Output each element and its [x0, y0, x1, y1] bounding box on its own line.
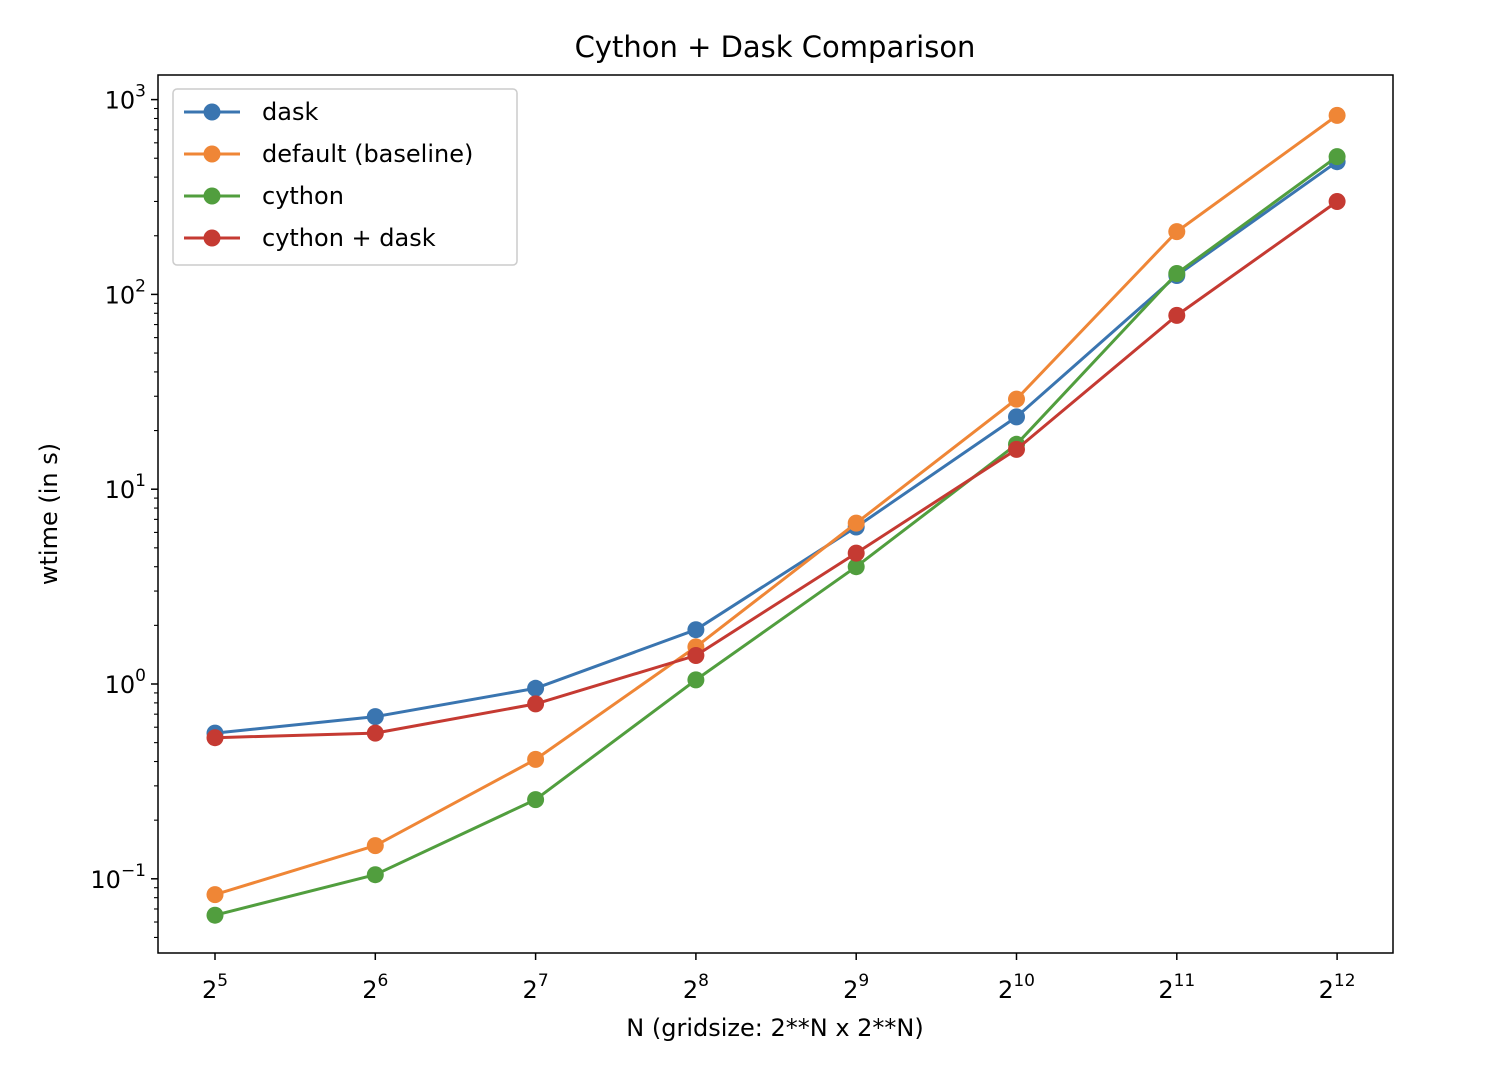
data-point	[1328, 148, 1346, 166]
series-line	[214, 114, 1338, 897]
legend-box	[172, 88, 518, 266]
series-line	[214, 155, 1338, 917]
data-point	[687, 621, 705, 639]
legend-marker	[203, 187, 221, 205]
data-point	[366, 866, 384, 884]
legend-label: default (baseline)	[262, 140, 473, 168]
y-tick-label: 101	[105, 471, 146, 504]
x-tick-label: 25	[202, 971, 228, 1004]
data-point	[527, 695, 545, 713]
series-line	[214, 160, 1338, 735]
y-tick-label: 103	[105, 82, 146, 115]
data-point	[366, 708, 384, 726]
x-tick-label: 212	[1319, 971, 1356, 1004]
series-line	[214, 200, 1338, 740]
data-point	[527, 750, 545, 768]
data-point	[1008, 440, 1025, 458]
legend-label: cython + dask	[262, 224, 436, 252]
legend-marker	[203, 229, 221, 247]
x-tick-label: 26	[362, 971, 388, 1004]
data-point	[1328, 106, 1346, 124]
chart-title: Cython + Dask Comparison	[575, 30, 976, 64]
data-point	[1008, 390, 1025, 408]
legend-marker	[203, 103, 221, 121]
axes-frame	[157, 74, 1394, 954]
legend-marker	[203, 145, 221, 163]
data-point	[366, 837, 384, 855]
x-axis-label: N (gridsize: 2**N x 2**N)	[626, 1014, 923, 1042]
y-tick-label: 102	[105, 276, 146, 309]
data-point	[206, 906, 224, 924]
x-tick-label: 29	[843, 971, 869, 1004]
series-cython-dask	[206, 193, 1346, 747]
plot-area	[206, 106, 1346, 924]
data-point	[206, 886, 224, 904]
data-point	[1168, 223, 1186, 241]
y-tick-label: 10−1	[90, 861, 146, 894]
data-point	[1168, 265, 1186, 282]
data-point	[366, 724, 384, 742]
data-point	[1008, 408, 1025, 426]
x-tick-label: 28	[683, 971, 709, 1004]
y-tick-label: 100	[105, 666, 146, 699]
legend-label: dask	[262, 98, 318, 126]
data-point	[847, 544, 865, 562]
data-point	[847, 558, 865, 576]
x-axis: 25 26 27 28 29 210 211 212	[202, 953, 1356, 1004]
data-point	[527, 679, 545, 697]
data-point	[687, 647, 705, 664]
y-axis: 10−1 100 101 102 103	[90, 82, 158, 938]
x-tick-label: 210	[998, 971, 1035, 1004]
data-point	[687, 671, 705, 689]
data-point	[1328, 193, 1346, 210]
data-point	[1168, 306, 1186, 324]
y-axis-label: wtime (in s)	[35, 443, 63, 585]
legend: dask default (baseline) cython cython + das…	[172, 88, 518, 266]
data-point	[847, 514, 865, 532]
x-tick-label: 211	[1158, 971, 1195, 1004]
data-point	[527, 791, 545, 809]
data-point	[206, 729, 224, 747]
x-tick-label: 27	[523, 971, 549, 1004]
legend-label: cython	[262, 182, 344, 210]
